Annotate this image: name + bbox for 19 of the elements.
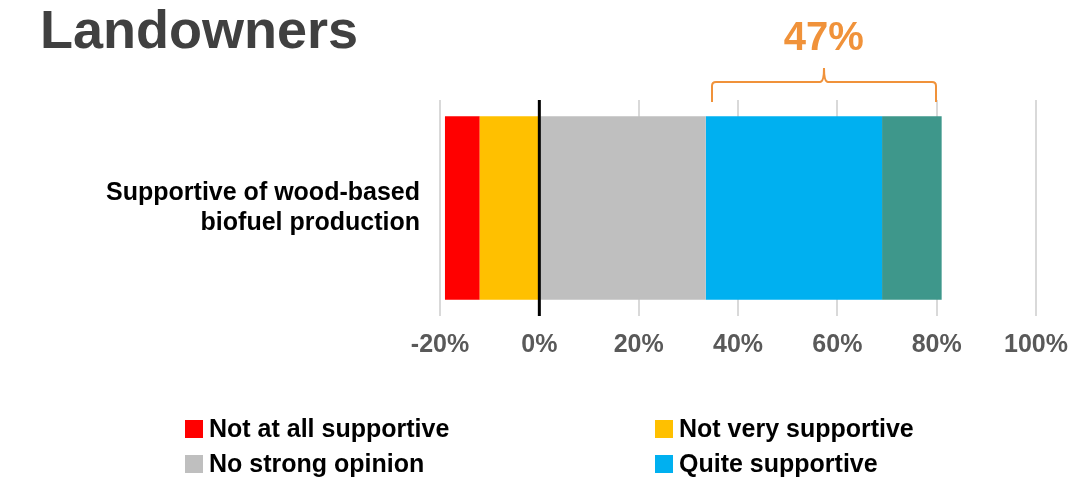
bar (444, 116, 480, 300)
y-tick-label: Supportive of wood-based biofuel production (106, 176, 420, 235)
x-tick-label: 100% (1004, 328, 1069, 357)
legend-label: Not at all supportive (209, 414, 450, 443)
text: 47% (783, 14, 864, 58)
bar (540, 116, 706, 300)
x-tick-label: 20% (613, 328, 664, 357)
x-tick-label: 0% (521, 328, 558, 357)
x-tick-label: 60% (812, 328, 863, 357)
legend-label: No strong opinion (209, 449, 425, 478)
bar (882, 116, 942, 300)
legend-label: Quite supportive (679, 449, 878, 478)
bar (479, 116, 539, 300)
x-tick-label: 40% (712, 328, 764, 357)
x-tick-label: 80% (911, 328, 962, 357)
chart-title: Landowners (40, 0, 359, 59)
x-tick-label: -20% (410, 328, 470, 357)
legend-label: Not very supportive (679, 414, 914, 443)
bar (705, 116, 883, 300)
